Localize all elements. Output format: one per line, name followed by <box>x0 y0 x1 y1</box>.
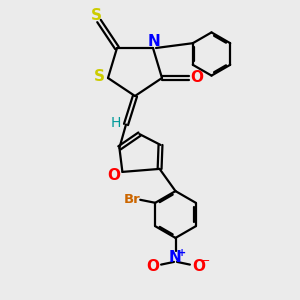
Text: O: O <box>192 259 205 274</box>
Text: O: O <box>107 168 121 183</box>
Text: N: N <box>148 34 161 49</box>
Text: N: N <box>169 250 181 266</box>
Text: +: + <box>178 248 186 258</box>
Text: −: − <box>201 256 210 266</box>
Text: O: O <box>190 70 203 86</box>
Text: O: O <box>146 259 159 274</box>
Text: Br: Br <box>124 193 140 206</box>
Text: S: S <box>91 8 102 23</box>
Text: S: S <box>94 69 105 84</box>
Text: H: H <box>110 116 121 130</box>
